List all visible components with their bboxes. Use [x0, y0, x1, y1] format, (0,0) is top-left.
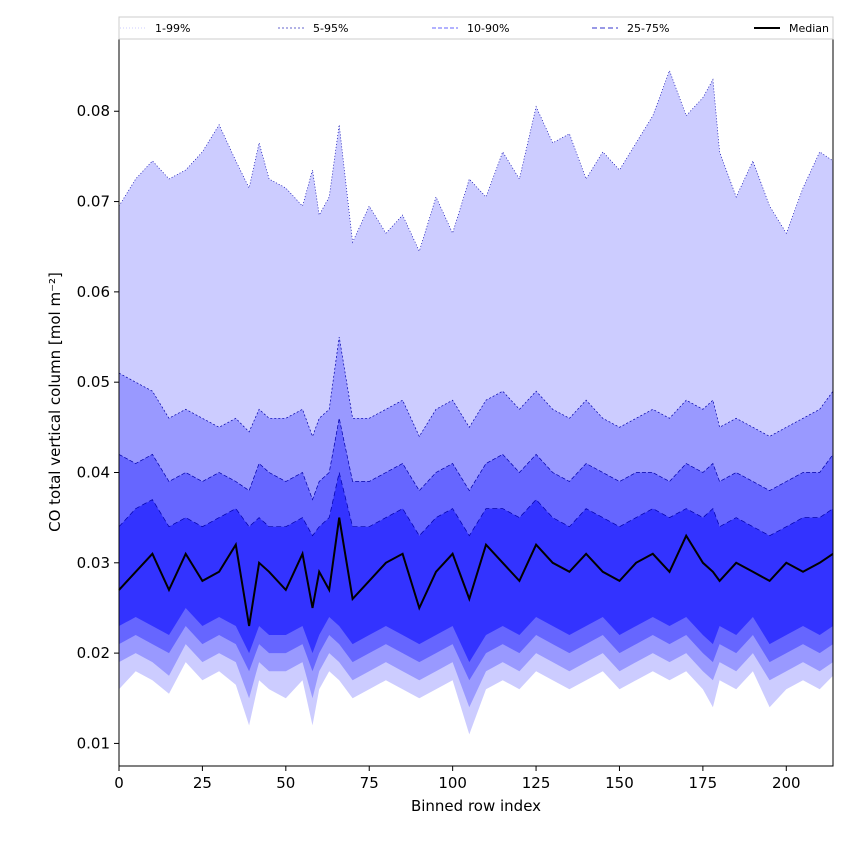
- y-tick-label: 0.04: [77, 463, 110, 481]
- band-edge-1-99: [118, 69, 834, 253]
- x-tick-label: 150: [605, 774, 634, 792]
- y-tick-label: 0.05: [77, 373, 110, 391]
- legend-box: [118, 16, 834, 40]
- percentile-bands: [118, 69, 834, 735]
- legend: 1-99% 5-95% 10-90% 25-75% Median: [118, 16, 834, 40]
- y-tick-label: 0.03: [77, 554, 110, 572]
- legend-label-1-99: 1-99%: [155, 22, 190, 35]
- legend-label-10-90: 10-90%: [467, 22, 509, 35]
- legend-label-median: Median: [789, 22, 829, 35]
- y-axis-label: CO total vertical column [mol m⁻²]: [46, 272, 64, 532]
- x-tick-label: 200: [772, 774, 801, 792]
- x-tick-label: 125: [522, 774, 551, 792]
- band-edge-10-90: [118, 418, 834, 501]
- median-line: [118, 517, 834, 627]
- x-tick-label: 100: [438, 774, 467, 792]
- x-tick-label: 75: [360, 774, 379, 792]
- legend-label-25-75: 25-75%: [627, 22, 669, 35]
- band-edge-25-75: [118, 472, 834, 537]
- x-tick-label: 175: [689, 774, 718, 792]
- x-tick-label: 25: [193, 774, 212, 792]
- y-axis-ticks: 0.01 0.02 0.03 0.04 0.05 0.06 0.07 0.08: [77, 102, 119, 752]
- y-tick-label: 0.07: [77, 193, 110, 211]
- band-25-75: [119, 472, 833, 663]
- legend-label-5-95: 5-95%: [313, 22, 348, 35]
- y-tick-label: 0.01: [77, 734, 110, 752]
- median-layer: [118, 517, 834, 627]
- y-tick-label: 0.06: [77, 283, 110, 301]
- x-axis-label: Binned row index: [411, 797, 541, 815]
- x-tick-label: 0: [114, 774, 124, 792]
- x-axis-ticks: 0 25 50 75 100 125 150 175 200: [114, 766, 801, 792]
- y-tick-label: 0.08: [77, 102, 110, 120]
- x-tick-label: 50: [276, 774, 295, 792]
- y-tick-label: 0.02: [77, 644, 110, 662]
- band-edge-5-95: [118, 336, 834, 438]
